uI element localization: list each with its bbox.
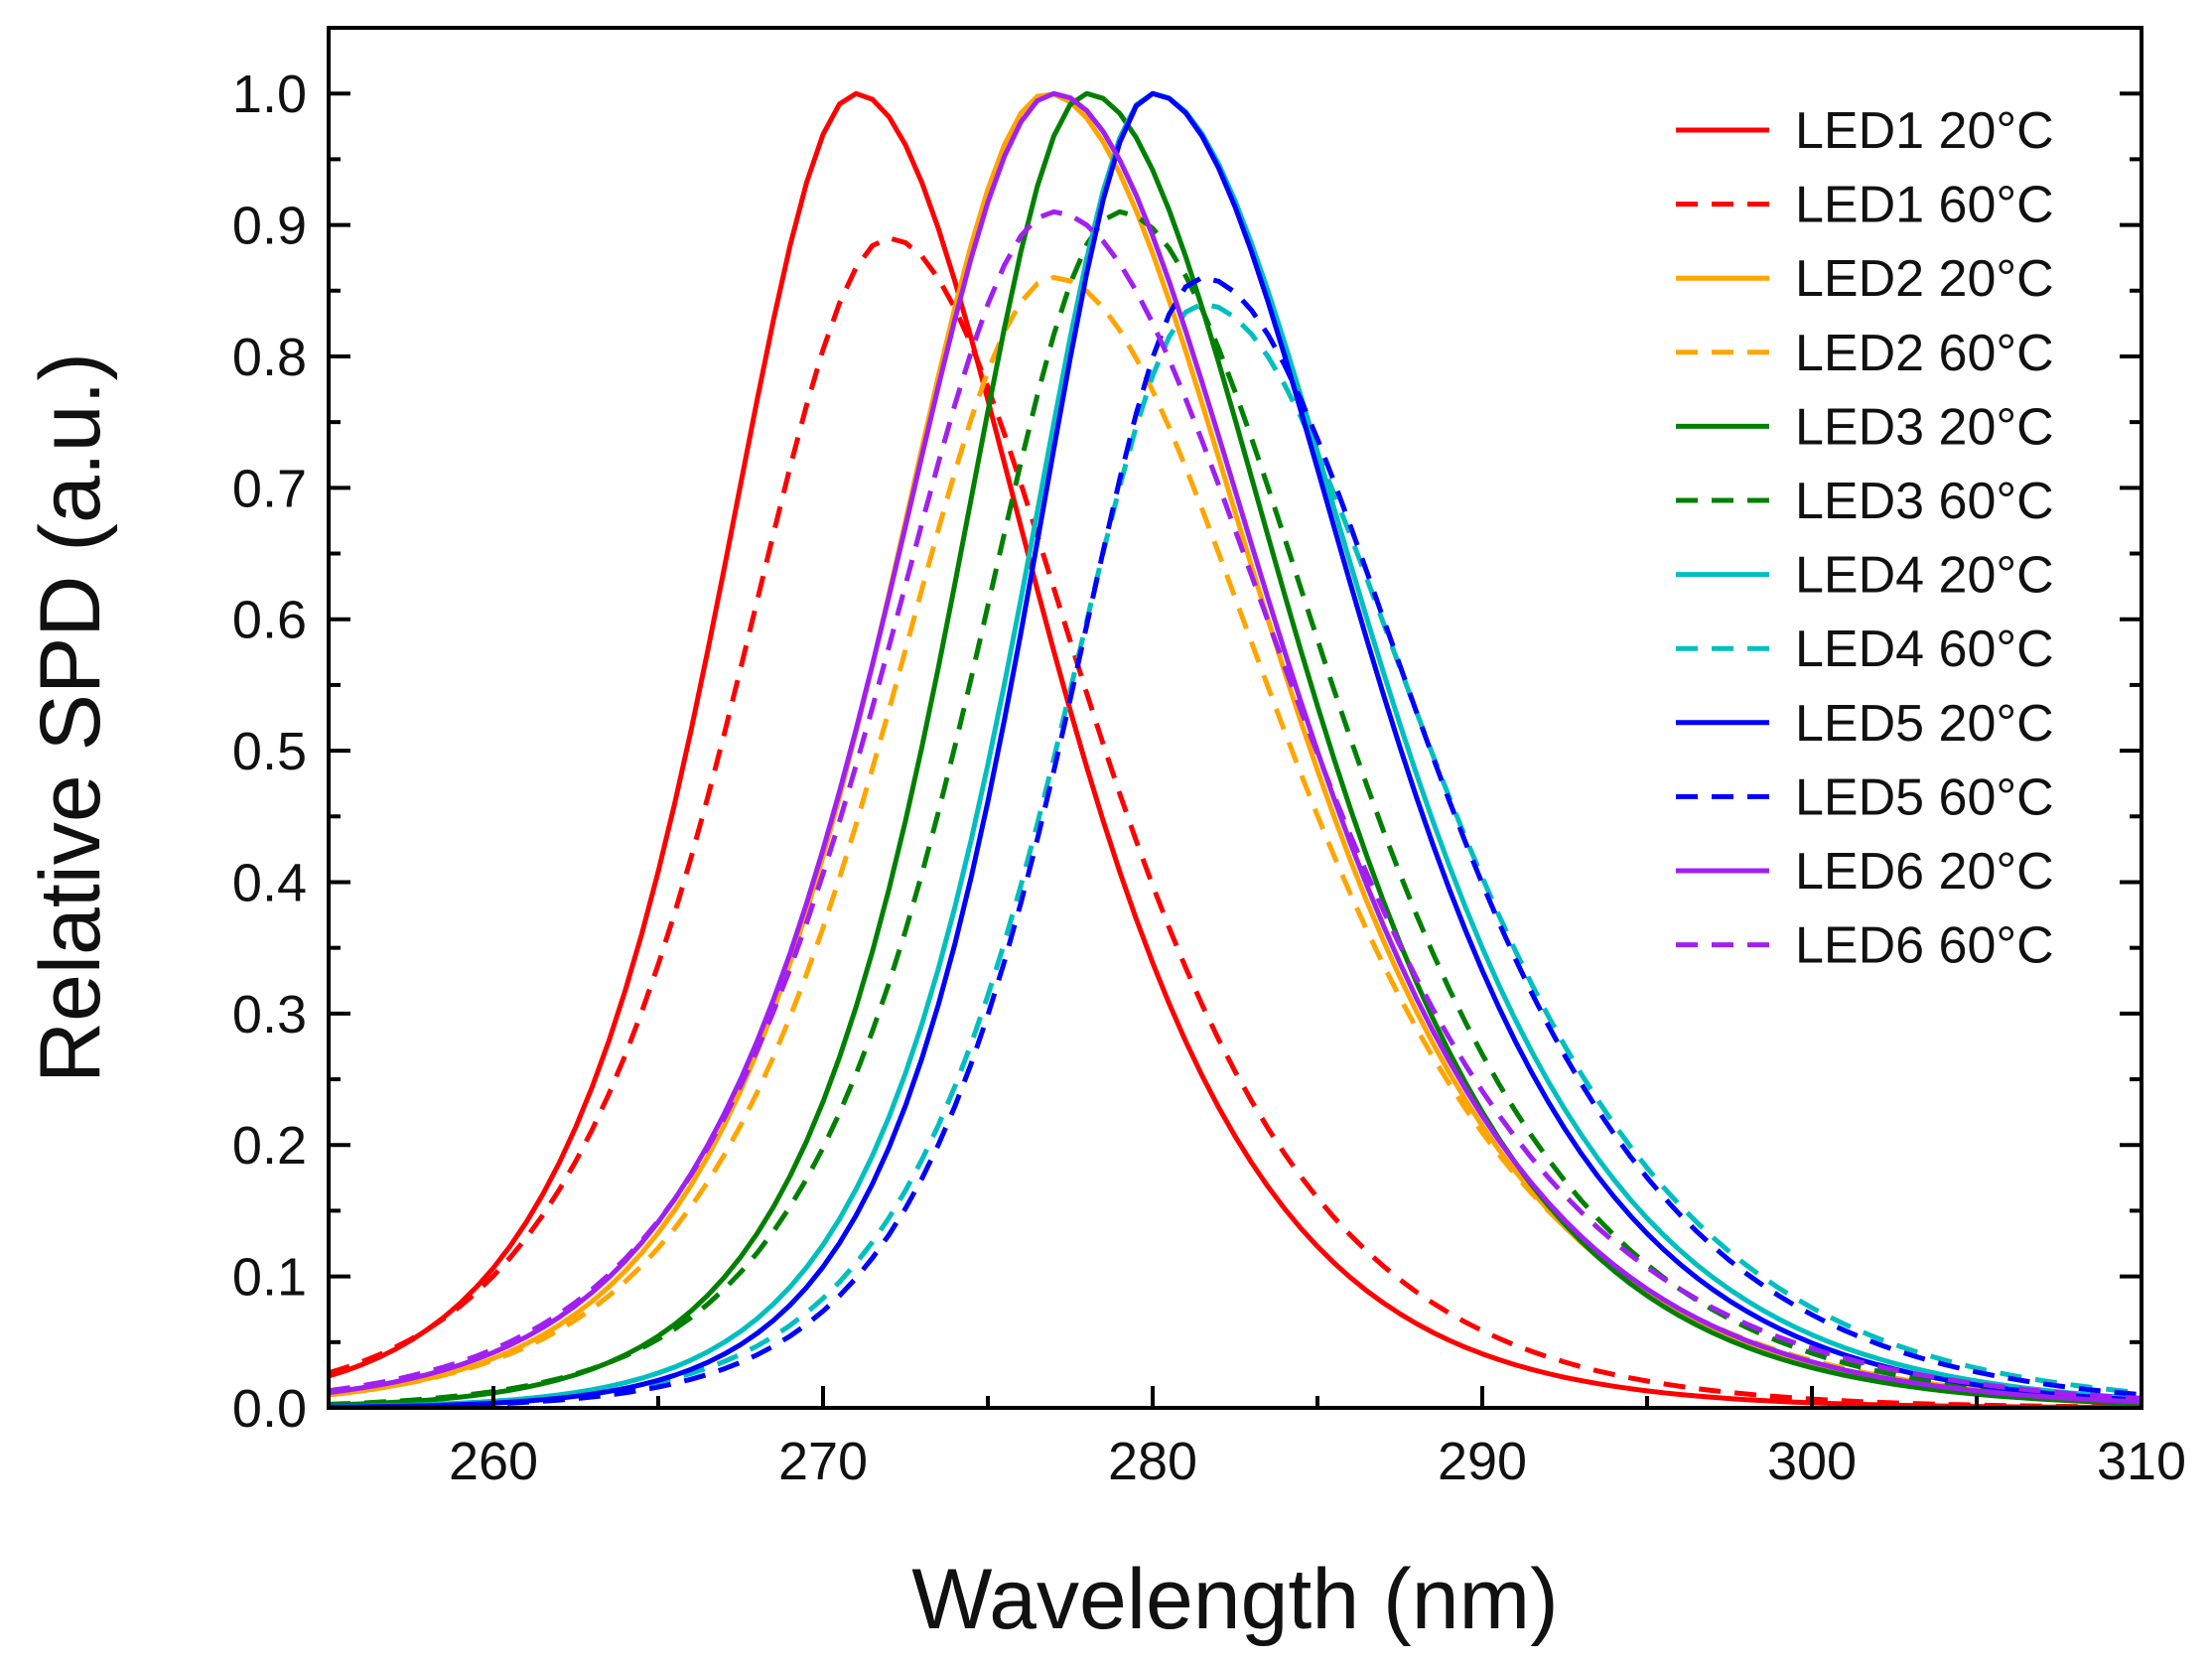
- series-line-led5-20-c: [329, 90, 2142, 1408]
- series-line-led6-60-c: [329, 208, 2142, 1401]
- series-line-led1-60-c: [329, 235, 2142, 1408]
- legend-label: LED6 20°C: [1795, 843, 2054, 901]
- y-tick-label: 0.0: [232, 1379, 307, 1439]
- y-tick-label: 1.0: [232, 65, 307, 124]
- legend-label: LED4 20°C: [1795, 547, 2054, 605]
- y-tick-label: 0.2: [232, 1116, 307, 1176]
- series-line-led3-20-c: [329, 90, 2142, 1408]
- legend-label: LED3 60°C: [1795, 473, 2054, 530]
- y-tick-label: 0.9: [232, 197, 307, 256]
- y-tick-label: 0.6: [232, 591, 307, 650]
- series-line-led5-60-c: [329, 275, 2142, 1408]
- y-axis-title: Relative SPD (a.u.): [23, 352, 118, 1083]
- x-tick-labels: 260 270 280 290 300 310: [449, 1432, 2186, 1491]
- legend-label: LED3 20°C: [1795, 398, 2054, 456]
- x-tick-label: 300: [1767, 1432, 1857, 1491]
- series-line-led1-20-c: [329, 90, 2142, 1408]
- plot-frame: [327, 26, 2143, 1410]
- x-tick-label: 290: [1438, 1432, 1527, 1491]
- legend-label: LED2 60°C: [1795, 325, 2054, 382]
- y-tick-label: 0.8: [232, 328, 307, 387]
- y-tick-label: 0.7: [232, 459, 307, 518]
- legend-label: LED2 20°C: [1795, 250, 2054, 308]
- legend-label: LED1 60°C: [1795, 177, 2054, 234]
- legend: LED1 20°C LED1 60°C LED2 20°C LED2 60°C LED3…: [1676, 102, 2054, 975]
- series-layer: [329, 90, 2142, 1408]
- y-tick-label: 0.4: [232, 853, 307, 912]
- legend-label: LED1 20°C: [1795, 102, 2054, 160]
- x-tick-label: 270: [778, 1432, 868, 1491]
- y-tick-label: 0.3: [232, 985, 307, 1044]
- x-tick-label: 260: [449, 1432, 538, 1491]
- legend-label: LED5 60°C: [1795, 768, 2054, 826]
- legend-label: LED5 20°C: [1795, 695, 2054, 753]
- y-tick-label: 0.5: [232, 722, 307, 781]
- x-axis-title: Wavelength (nm): [911, 1552, 1559, 1647]
- ticks-layer: [327, 91, 2143, 1410]
- series-line-led3-60-c: [329, 208, 2142, 1407]
- x-tick-label: 310: [2097, 1432, 2186, 1491]
- x-tick-label: 280: [1108, 1432, 1197, 1491]
- y-tick-label: 0.1: [232, 1248, 307, 1308]
- legend-label: LED4 60°C: [1795, 621, 2054, 678]
- y-tick-labels: 0.0 0.1 0.2 0.3 0.4 0.5 0.6 0.7 0.8 0.9 1.0: [232, 65, 307, 1439]
- legend-label: LED6 60°C: [1795, 917, 2054, 975]
